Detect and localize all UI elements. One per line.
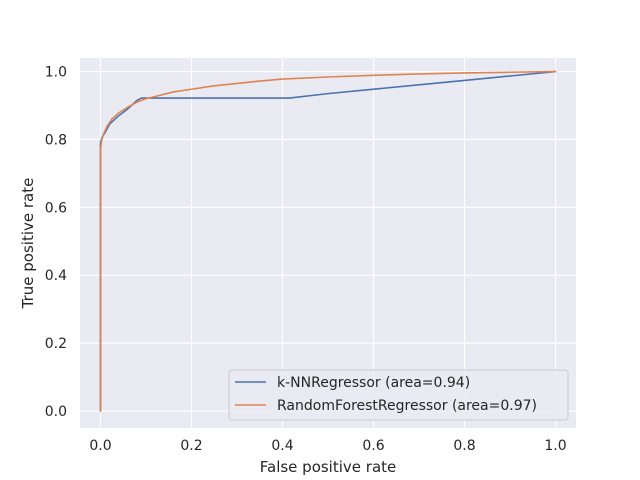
plot-area	[80, 58, 576, 428]
tick-labels: 0.0 0.2 0.4 0.6 0.8 1.0 0.0 0.2 0.4 0.6 0.8 1.0	[45, 65, 567, 454]
x-axis-label: False positive rate	[260, 458, 397, 476]
grid	[80, 58, 576, 428]
y-tick-label: 0.4	[45, 268, 67, 284]
x-tick-label: 0.4	[271, 438, 293, 454]
series-layer	[99, 70, 557, 412]
x-tick-label: 0.6	[362, 438, 384, 454]
legend-label-knn: k-NNRegressor (area=0.94)	[277, 375, 470, 391]
x-tick-label: 1.0	[544, 438, 566, 454]
y-tick-label: 0.6	[45, 200, 67, 216]
x-tick-label: 0.2	[180, 438, 202, 454]
legend-box	[228, 369, 569, 421]
legend: k-NNRegressor (area=0.94) RandomForestRe…	[228, 369, 569, 421]
y-tick-label: 0.0	[45, 404, 67, 420]
x-tick-label: 0.0	[89, 438, 111, 454]
y-tick-label: 0.2	[45, 336, 67, 352]
legend-label-random-forest: RandomForestRegressor (area=0.97)	[277, 398, 537, 414]
x-tick-label: 0.8	[453, 438, 475, 454]
y-tick-label: 1.0	[45, 65, 67, 81]
y-axis-label: True positive rate	[19, 178, 37, 310]
random-forest-roc-line	[99, 70, 557, 412]
y-tick-label: 0.8	[45, 132, 67, 148]
